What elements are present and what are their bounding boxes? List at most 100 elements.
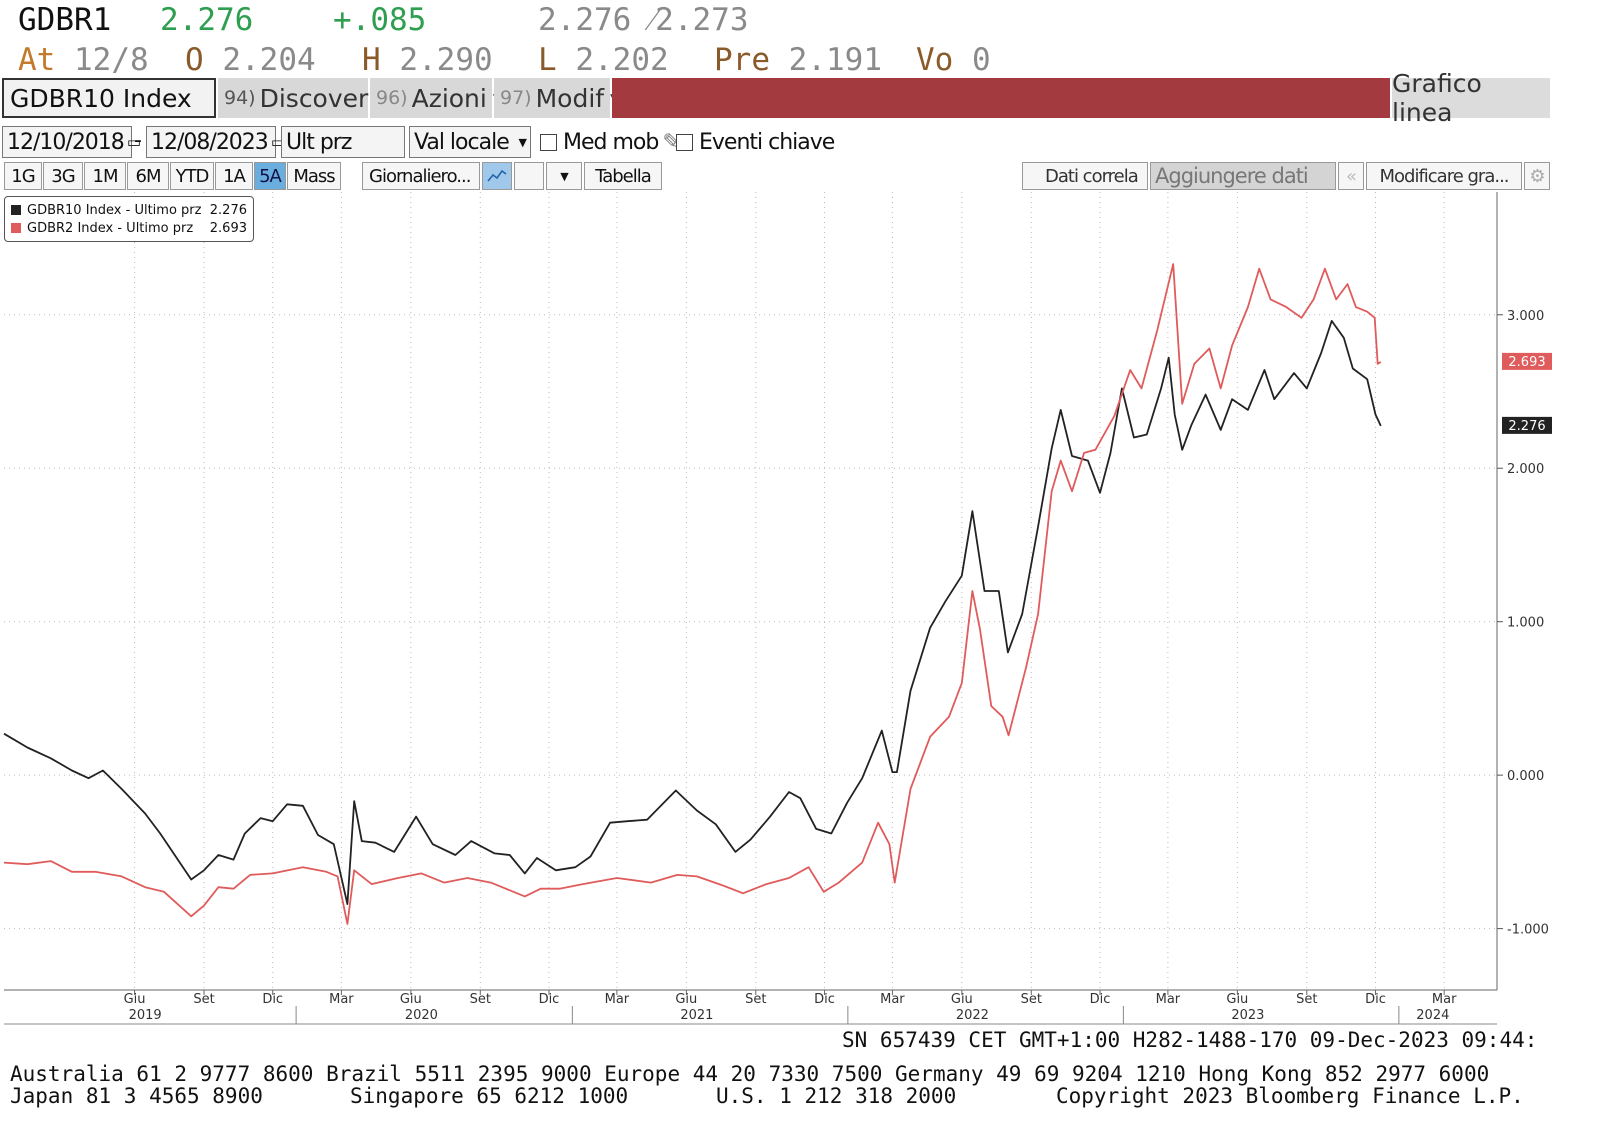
x-tick-label: Mar bbox=[1156, 992, 1181, 1007]
chart-legend: GDBR10 Index - Ultimo prz 2.276 GDBR2 In… bbox=[4, 196, 254, 242]
x-tick-label: Giu bbox=[675, 992, 697, 1007]
moving-avg-checkbox[interactable] bbox=[540, 134, 557, 151]
last-value-label: 2.693 bbox=[1508, 355, 1545, 370]
legend-row-gdbr2: GDBR2 Index - Ultimo prz 2.693 bbox=[11, 219, 247, 237]
chart-style-dropdown[interactable]: ▼ bbox=[546, 162, 582, 190]
open-label: O bbox=[185, 42, 204, 78]
table-button[interactable]: Tabella bbox=[584, 162, 662, 190]
discover-number: 94) bbox=[224, 87, 256, 109]
key-events-label: Eventi chiave bbox=[699, 130, 835, 155]
discover-label: Discover bbox=[259, 83, 369, 113]
y-tick-label: 2.000 bbox=[1507, 462, 1544, 477]
period-button-mass[interactable]: Mass bbox=[287, 162, 341, 190]
modif-menu[interactable]: 97) Modif ▼ bbox=[494, 78, 619, 118]
year-label: 2024 bbox=[1416, 1008, 1449, 1023]
toolbar-accent-bar bbox=[612, 78, 1390, 118]
key-events-checkbox[interactable] bbox=[676, 134, 693, 151]
x-tick-label: Giu bbox=[1226, 992, 1248, 1007]
legend-value-gdbr2: 2.693 bbox=[209, 220, 247, 236]
currency-value: Val locale bbox=[414, 129, 510, 155]
x-tick-label: Dic bbox=[814, 992, 835, 1007]
bid-ask: 2.276 ⁄2.273 bbox=[538, 2, 749, 38]
period-button-1g[interactable]: 1G bbox=[4, 162, 42, 190]
date-separator: - bbox=[134, 128, 142, 153]
low-label: L bbox=[538, 42, 557, 78]
year-label: 2020 bbox=[405, 1008, 438, 1023]
chevron-down-icon: ▼ bbox=[560, 169, 569, 183]
low-value: 2.202 bbox=[575, 42, 669, 78]
period-button-5a[interactable]: 5A bbox=[254, 162, 286, 190]
footer-contacts-line1: Australia 61 2 9777 8600 Brazil 5511 239… bbox=[10, 1062, 1490, 1086]
settings-icon[interactable]: ⚙ bbox=[1524, 162, 1550, 190]
x-tick-label: Mar bbox=[329, 992, 354, 1007]
high-label: H bbox=[362, 42, 381, 78]
low-quote: L 2.202 bbox=[538, 42, 669, 78]
period-button-3g[interactable]: 3G bbox=[43, 162, 83, 190]
at-label: At bbox=[18, 42, 56, 78]
legend-value-gdbr10: 2.276 bbox=[209, 202, 247, 218]
last-value-badge bbox=[1502, 352, 1552, 370]
frequency-select[interactable]: Giornaliero... bbox=[362, 162, 480, 190]
x-tick-label: Giu bbox=[400, 992, 422, 1007]
moving-avg-toggle[interactable]: Med mob ✎ bbox=[540, 130, 681, 155]
status-line: SN 657439 CET GMT+1:00 H282-1488-170 09-… bbox=[842, 1028, 1538, 1052]
azioni-menu[interactable]: 96) Azioni ▼ bbox=[370, 78, 502, 118]
period-button-1a[interactable]: 1A bbox=[215, 162, 253, 190]
modif-label: Modif bbox=[535, 83, 605, 113]
price-field-select[interactable]: Ult prz bbox=[281, 126, 405, 158]
y-tick-label: 3.000 bbox=[1507, 309, 1544, 324]
x-tick-label: Dic bbox=[1090, 992, 1111, 1007]
high-value: 2.290 bbox=[399, 42, 493, 78]
correlation-data-button[interactable]: Dati correla bbox=[1022, 162, 1148, 190]
ticker-label: GDBR1 bbox=[18, 2, 112, 38]
line-chart-icon[interactable] bbox=[482, 162, 512, 190]
open-quote: O 2.204 bbox=[185, 42, 316, 78]
discover-button[interactable]: 94) Discover bbox=[218, 78, 368, 118]
y-tick-label: 0.000 bbox=[1507, 769, 1544, 784]
security-input[interactable]: GDBR10 Index bbox=[2, 78, 216, 118]
legend-swatch-gdbr10 bbox=[11, 205, 21, 215]
x-tick-label: Giu bbox=[124, 992, 146, 1007]
x-tick-label: Set bbox=[1296, 992, 1317, 1007]
period-button-1m[interactable]: 1M bbox=[84, 162, 126, 190]
last-value-label: 2.276 bbox=[1508, 419, 1545, 434]
key-events-toggle[interactable]: Eventi chiave bbox=[676, 130, 835, 155]
y-tick-label: -1.000 bbox=[1507, 923, 1549, 938]
legend-swatch-gdbr2 bbox=[11, 223, 21, 233]
last-value-badge bbox=[1502, 416, 1552, 434]
legend-name-gdbr10: GDBR10 Index - Ultimo prz bbox=[27, 202, 202, 218]
high-quote: H 2.290 bbox=[362, 42, 493, 78]
x-tick-label: Mar bbox=[880, 992, 905, 1007]
x-tick-label: Dic bbox=[262, 992, 283, 1007]
x-tick-label: Dic bbox=[1365, 992, 1386, 1007]
x-tick-label: Set bbox=[1021, 992, 1042, 1007]
series-line-gdbr10 bbox=[3, 319, 1382, 905]
open-value: 2.204 bbox=[222, 42, 316, 78]
legend-name-gdbr2: GDBR2 Index - Ultimo prz bbox=[27, 220, 194, 236]
x-tick-label: Set bbox=[470, 992, 491, 1007]
currency-select[interactable]: Val locale ▼ bbox=[409, 126, 531, 158]
x-tick-label: Mar bbox=[605, 992, 630, 1007]
start-date-value: 12/10/2018 bbox=[7, 129, 125, 155]
chart-style-select[interactable] bbox=[514, 162, 544, 190]
year-label: 2021 bbox=[680, 1008, 713, 1023]
edit-chart-button[interactable]: Modificare gra... bbox=[1366, 162, 1522, 190]
start-date-field[interactable]: 12/10/2018 ▭ bbox=[2, 126, 141, 158]
period-button-6m[interactable]: 6M bbox=[127, 162, 169, 190]
prev-value: 2.191 bbox=[788, 42, 882, 78]
end-date-value: 12/08/2023 bbox=[151, 129, 269, 155]
calendar-icon[interactable]: ▭ bbox=[126, 133, 141, 151]
at-value: 12/8 bbox=[74, 42, 149, 78]
y-tick-label: 1.000 bbox=[1507, 616, 1544, 631]
year-label: 2023 bbox=[1231, 1008, 1264, 1023]
volume-quote: Vo 0 bbox=[916, 42, 991, 78]
vol-label: Vo bbox=[916, 42, 954, 78]
modif-number: 97) bbox=[500, 87, 532, 109]
x-tick-label: Set bbox=[745, 992, 766, 1007]
prev-label: Pre bbox=[714, 42, 770, 78]
double-chevron-icon[interactable]: « bbox=[1338, 162, 1364, 190]
period-button-ytd[interactable]: YTD bbox=[170, 162, 214, 190]
last-price: 2.276 bbox=[160, 2, 254, 38]
add-data-input[interactable]: Aggiungere dati bbox=[1150, 162, 1336, 190]
vol-value: 0 bbox=[972, 42, 991, 78]
